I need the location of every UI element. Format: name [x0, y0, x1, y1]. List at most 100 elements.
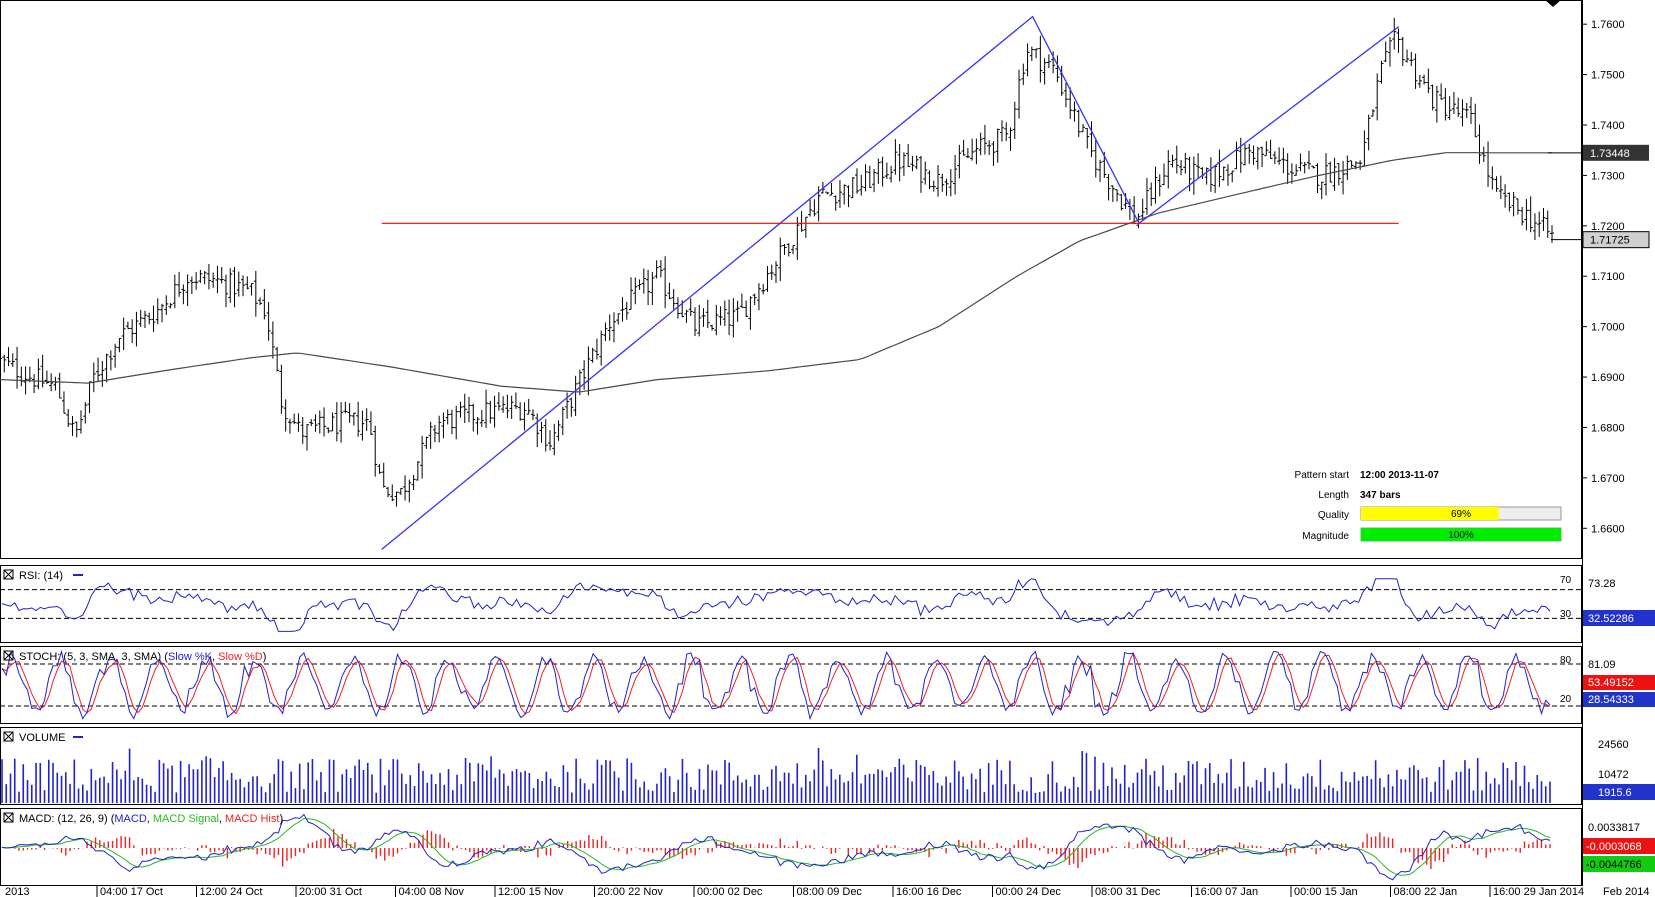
- ohlc-bar: [445, 409, 450, 425]
- ohlc-bar: [1106, 174, 1111, 201]
- ohlc-bar: [1068, 87, 1073, 119]
- ohlc-bar: [1426, 68, 1431, 94]
- stoch-d-current-box: [1583, 675, 1655, 690]
- stoch-k-line: [1, 649, 1551, 721]
- ohlc-bar: [253, 270, 258, 317]
- ohlc-bar: [223, 274, 228, 308]
- price-tick-6: 1.7000: [1591, 322, 1625, 334]
- volume-tick-10472: 10472: [1598, 769, 1629, 781]
- ohlc-bar: [1396, 28, 1401, 53]
- ohlc-bar: [663, 256, 668, 309]
- ohlc-bar: [1315, 163, 1320, 194]
- stoch-close-icon[interactable]: [3, 650, 14, 661]
- price-tick-0: 1.7600: [1591, 19, 1625, 31]
- ohlc-bar: [415, 461, 420, 481]
- ohlc-bar: [441, 412, 446, 439]
- ohlc-bar: [292, 413, 297, 425]
- ohlc-bar: [134, 311, 139, 347]
- price-panel-frame: [0, 0, 1582, 559]
- ohlc-bar: [70, 416, 75, 437]
- price-tick-3: 1.7300: [1591, 170, 1625, 182]
- ohlc-bar: [872, 168, 877, 193]
- ohlc-bar: [258, 297, 263, 306]
- ohlc-bar: [27, 366, 32, 383]
- macd-hist-current-value: -0.0003068: [1586, 841, 1642, 853]
- quality-bar-fill: [1361, 507, 1499, 520]
- ohlc-bar: [339, 402, 344, 443]
- rsi-close-icon[interactable]: [3, 569, 14, 580]
- ohlc-bar: [1383, 41, 1388, 63]
- ohlc-bar: [667, 282, 672, 300]
- ohlc-bar: [782, 244, 787, 255]
- ohlc-bar: [343, 401, 348, 414]
- ohlc-bar: [1208, 157, 1213, 192]
- stoch-d-current-value: 53.49152: [1588, 677, 1634, 689]
- ohlc-bar: [1051, 51, 1056, 74]
- ohlc-bar: [1012, 101, 1017, 139]
- ohlc-bar: [147, 312, 152, 325]
- ohlc-bar: [927, 170, 932, 190]
- ohlc-bar: [918, 155, 923, 193]
- date-label-12: 16:00 07 Jan: [1195, 886, 1259, 897]
- ohlc-bar: [198, 269, 203, 283]
- ohlc-bar: [283, 399, 288, 432]
- ohlc-bar: [863, 164, 868, 192]
- date-label-14: 08:00 22 Jan: [1394, 886, 1458, 897]
- ohlc-bar: [1196, 153, 1201, 179]
- magnitude-value: 100%: [1448, 530, 1474, 541]
- ohlc-bar: [360, 410, 365, 441]
- ohlc-bar: [1123, 192, 1128, 209]
- macd-line: [1, 813, 1551, 881]
- ohlc-bar: [1281, 147, 1286, 174]
- ohlc-bar: [1285, 153, 1290, 185]
- ohlc-bar: [1511, 191, 1516, 217]
- ohlc-bar: [194, 272, 199, 290]
- ohlc-bar: [552, 423, 557, 456]
- ohlc-bar: [1528, 196, 1533, 233]
- ohlc-bar: [364, 408, 369, 431]
- ohlc-bar: [714, 304, 719, 336]
- ohlc-bar: [1486, 141, 1491, 187]
- ohlc-bar: [829, 182, 834, 196]
- macd-close-icon[interactable]: [3, 812, 14, 823]
- ohlc-bar: [407, 479, 412, 503]
- ohlc-bar: [940, 173, 945, 192]
- ohlc-bar: [1204, 167, 1209, 185]
- ohlc-bar: [842, 184, 847, 205]
- ohlc-bar: [79, 410, 84, 434]
- volume-current-box: [1583, 784, 1655, 800]
- ohlc-bar: [1392, 17, 1397, 50]
- macd-signal-line: [1, 817, 1551, 876]
- ohlc-bar: [1460, 99, 1465, 127]
- ohlc-bar: [616, 313, 621, 325]
- date-label-9: 16:00 16 Dec: [896, 886, 962, 897]
- ohlc-bar: [1507, 192, 1512, 212]
- ohlc-bar: [1375, 73, 1380, 121]
- ohlc-bar: [658, 260, 663, 278]
- ohlc-bar: [812, 199, 817, 217]
- ohlc-bar: [1336, 163, 1341, 186]
- ohlc-bar: [386, 486, 390, 498]
- stoch-level-20-label: 20: [1560, 694, 1572, 705]
- ohlc-bar: [1179, 160, 1184, 176]
- ohlc-bar: [1260, 146, 1265, 168]
- stoch-k-current-box: [1583, 692, 1655, 707]
- ohlc-bar: [377, 464, 382, 474]
- ohlc-bar: [710, 324, 715, 331]
- ohlc-bar: [1405, 49, 1410, 63]
- ohlc-bar: [1149, 182, 1154, 207]
- scroll-marker-icon[interactable]: [1545, 0, 1561, 7]
- ohlc-bar: [1255, 146, 1260, 170]
- ohlc-bar: [633, 277, 638, 305]
- ohlc-bar: [125, 321, 130, 330]
- ohlc-bar: [428, 421, 433, 449]
- volume-current-value: 1915.6: [1598, 787, 1632, 799]
- ohlc-bar: [795, 216, 800, 260]
- ohlc-bar: [1298, 153, 1303, 172]
- ohlc-bar: [855, 168, 860, 194]
- moving-average-line: [0, 152, 1552, 393]
- ohlc-bar: [808, 199, 813, 217]
- ohlc-bar: [1443, 88, 1448, 121]
- volume-close-icon[interactable]: [3, 731, 14, 742]
- ohlc-bar: [1434, 85, 1439, 123]
